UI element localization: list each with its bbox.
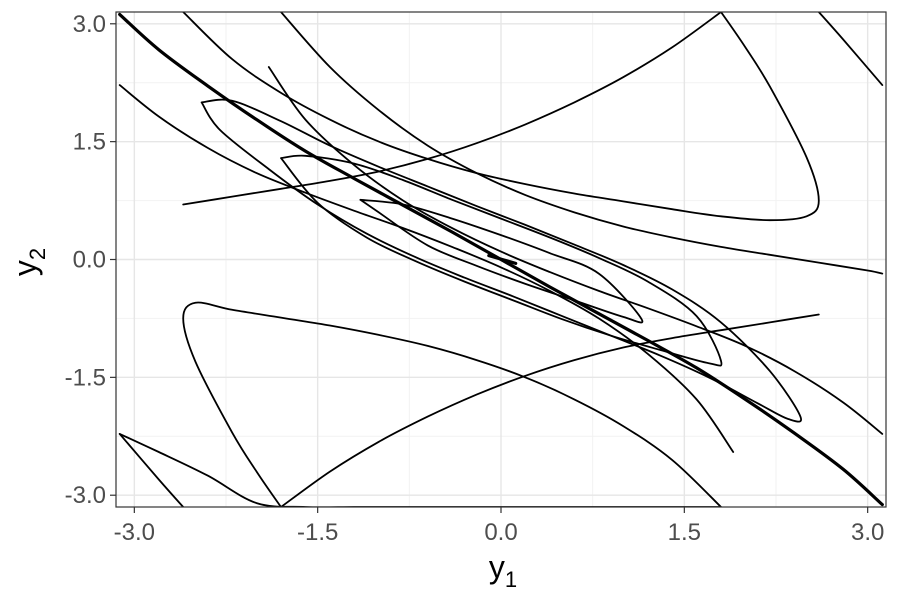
x-tick-label-1: -1.5 xyxy=(297,519,338,546)
y-axis-title-subscript: 2 xyxy=(25,248,50,260)
y-tick-label-3: 1.5 xyxy=(73,129,106,156)
y-axis-title-base: y xyxy=(7,260,43,276)
contour-line-band-right-3 xyxy=(182,12,722,206)
contour-line-ellipse-inner xyxy=(359,198,644,324)
contour-line-band-right-1 xyxy=(267,66,884,435)
x-axis-title-base: y xyxy=(489,549,505,585)
x-axis-title-subscript: 1 xyxy=(505,567,517,592)
contour-line-band-right-2 xyxy=(280,12,884,275)
contour-line-band-left-2 xyxy=(118,433,722,507)
y-tick-label-2: 0.0 xyxy=(73,247,106,274)
y-tick-label-0: -3.0 xyxy=(65,482,106,509)
x-tick-label-0: -3.0 xyxy=(114,519,155,546)
contour-line-ellipse-middle xyxy=(280,154,723,367)
x-tick-label-3: 1.5 xyxy=(668,519,701,546)
x-tick-label-2: 0.0 xyxy=(484,519,517,546)
y-tick-label-1: -1.5 xyxy=(65,364,106,391)
contour-line-corner-bottom-left xyxy=(118,433,185,507)
contour-line-center-dash xyxy=(487,254,518,265)
x-axis-title: y1 xyxy=(489,549,517,592)
contour-line-loop-lower xyxy=(182,301,722,507)
contour-line-band-left-1 xyxy=(118,84,735,453)
y-tick-label-4: 3.0 xyxy=(73,11,106,38)
x-tick-label-4: 3.0 xyxy=(851,519,884,546)
contour-line-corner-top-right xyxy=(817,12,884,86)
contour-line-band-left-3 xyxy=(280,313,820,507)
y-axis-ticks: -3.0 -1.5 0.0 1.5 3.0 xyxy=(65,11,116,509)
contour-line-ellipse-outer xyxy=(200,98,802,423)
contour-lines xyxy=(118,12,884,507)
y-axis-title: y2 xyxy=(7,248,50,276)
x-axis-ticks: -3.0 -1.5 0.0 1.5 3.0 xyxy=(114,507,884,546)
contour-line-loop-upper xyxy=(182,12,820,222)
